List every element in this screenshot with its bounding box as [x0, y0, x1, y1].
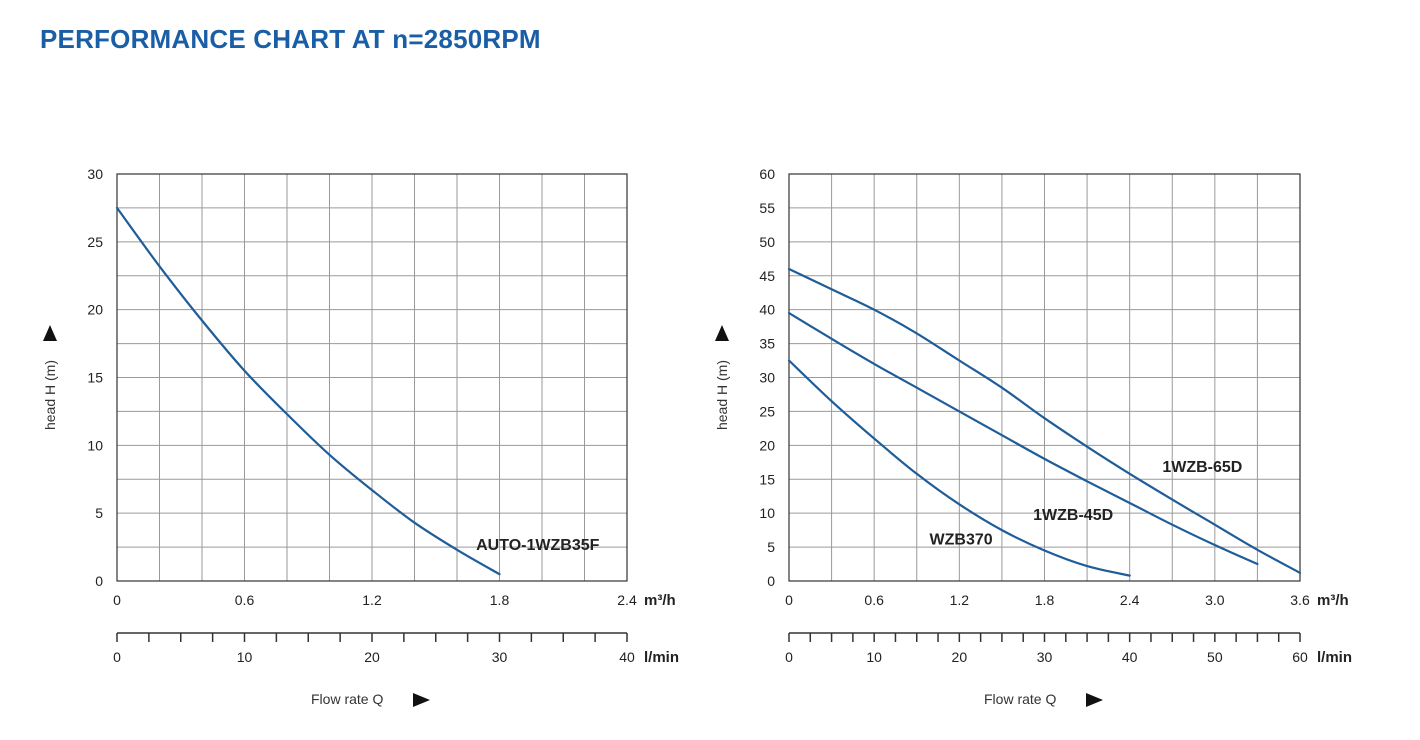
secondary-x-tick-label: 40 [1122, 649, 1138, 665]
y-tick-label: 25 [87, 234, 103, 250]
series-label: AUTO-1WZB35F [476, 537, 599, 554]
y-tick-label: 55 [759, 200, 775, 216]
x-tick-label: 2.4 [1120, 592, 1140, 608]
secondary-x-tick-label: 20 [952, 649, 968, 665]
x-axis-arrow-icon [1086, 693, 1103, 707]
x-tick-label: 0.6 [864, 592, 884, 608]
series-label: 1WZB-65D [1162, 459, 1242, 476]
y-tick-label: 40 [759, 302, 775, 318]
y-tick-label: 0 [95, 573, 103, 589]
y-tick-label: 5 [95, 505, 103, 521]
x-tick-label: 2.4 [617, 592, 637, 608]
x-tick-label: 3.0 [1205, 592, 1225, 608]
y-tick-label: 15 [87, 370, 103, 386]
y-axis-arrow-icon [43, 325, 57, 341]
y-tick-label: 20 [87, 302, 103, 318]
x-unit-label: m³/h [644, 592, 676, 609]
y-tick-label: 10 [87, 437, 103, 453]
x-tick-label: 0.6 [235, 592, 255, 608]
grid [116, 173, 628, 582]
y-axis-title: head H (m) [42, 360, 58, 430]
secondary-x-tick-label: 50 [1207, 649, 1223, 665]
x-tick-label: 1.2 [950, 592, 970, 608]
y-tick-label: 60 [759, 166, 775, 182]
y-tick-label: 35 [759, 336, 775, 352]
x-tick-label: 1.8 [490, 592, 510, 608]
secondary-x-tick-label: 30 [1037, 649, 1053, 665]
secondary-x-unit-label: l/min [644, 649, 679, 666]
secondary-x-tick-label: 60 [1292, 649, 1308, 665]
series-label: 1WZB-45D [1033, 507, 1113, 524]
x-axis-title: Flow rate Q [311, 691, 383, 707]
y-tick-label: 30 [759, 370, 775, 386]
secondary-x-tick-label: 20 [364, 649, 380, 665]
series-line-1wzb-65d [787, 267, 1302, 574]
y-tick-label: 0 [767, 573, 775, 589]
y-tick-label: 20 [759, 437, 775, 453]
y-tick-label: 50 [759, 234, 775, 250]
secondary-x-axis: 0 10 20 30 40 50 60 l/min [785, 632, 1352, 666]
x-tick-label: 0 [113, 592, 121, 608]
x-tick-label: 3.6 [1290, 592, 1310, 608]
secondary-x-tick-label: 30 [492, 649, 508, 665]
y-axis-arrow-icon [715, 325, 729, 341]
secondary-x-axis: 0 10 20 30 40 l/min [113, 632, 679, 666]
x-tick-label: 0 [785, 592, 793, 608]
series-line-1wzb-45d [787, 312, 1259, 566]
secondary-x-tick-label: 10 [237, 649, 253, 665]
series-line-auto-1wzb35f [115, 206, 501, 576]
x-tick-label: 1.2 [362, 592, 382, 608]
y-tick-label: 45 [759, 268, 775, 284]
plot-frame [116, 173, 628, 582]
x-tick-label: 1.8 [1035, 592, 1055, 608]
y-tick-label: 25 [759, 403, 775, 419]
chart-1: 0 5 10 15 20 25 30 0 0.6 1.2 1.8 2.4 m³/h 0 10 20 30 40 l/… [42, 166, 679, 707]
x-axis-arrow-icon [413, 693, 430, 707]
series-line-wzb370 [787, 359, 1131, 577]
x-axis-title: Flow rate Q [984, 691, 1056, 707]
y-tick-label: 30 [87, 166, 103, 182]
secondary-x-unit-label: l/min [1317, 649, 1352, 666]
y-axis-title: head H (m) [714, 360, 730, 430]
y-tick-label: 15 [759, 471, 775, 487]
secondary-x-tick-label: 0 [785, 649, 793, 665]
series-label: WZB370 [930, 531, 993, 548]
secondary-x-tick-label: 10 [866, 649, 882, 665]
y-tick-label: 5 [767, 539, 775, 555]
chart-2: 0 5 10 15 20 25 30 35 40 45 50 55 60 0 0.6 1.2 1.8 2.4 3.0… [714, 166, 1352, 707]
y-tick-label: 10 [759, 505, 775, 521]
secondary-x-tick-label: 0 [113, 649, 121, 665]
page-title: PERFORMANCE CHART AT n=2850RPM [40, 24, 541, 54]
plot-frame [788, 173, 1301, 582]
secondary-x-tick-label: 40 [619, 649, 635, 665]
x-unit-label: m³/h [1317, 592, 1349, 609]
